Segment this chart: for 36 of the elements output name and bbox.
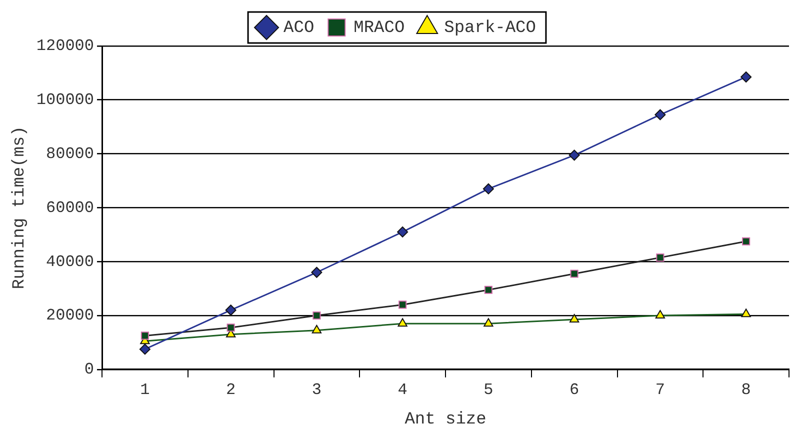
point	[742, 237, 750, 246]
x-tick-label: 3	[312, 381, 322, 400]
point	[654, 109, 666, 120]
x-tick-label: 1	[140, 381, 150, 400]
x-tick-label: 6	[570, 381, 580, 400]
point	[656, 254, 664, 262]
y-tick-label: 60000	[46, 198, 94, 217]
point	[484, 286, 492, 294]
y-axis-title: Running time(ms)	[10, 126, 30, 290]
y-tick-label: 0	[84, 360, 94, 379]
x-tick-label: 5	[484, 381, 494, 400]
point	[568, 150, 580, 161]
y-tick-label: 40000	[46, 252, 94, 271]
point	[312, 311, 321, 320]
point	[139, 344, 150, 355]
legend-label: MRACO	[354, 19, 405, 38]
point	[225, 304, 236, 316]
point	[740, 71, 752, 82]
x-tick-label: 7	[655, 381, 665, 400]
x-tick-label: 4	[398, 381, 408, 400]
point	[226, 324, 235, 332]
y-tick-label: 100000	[36, 91, 94, 110]
x-tick-label: 2	[226, 381, 236, 400]
x-axis-title: Ant size	[404, 410, 486, 430]
point	[397, 226, 408, 238]
y-tick-label: 120000	[36, 37, 94, 56]
y-tick-label: 20000	[46, 306, 94, 325]
legend-label: Spark-ACO	[444, 19, 536, 38]
x-tick-label: 8	[741, 381, 751, 400]
legend-label: ACO	[284, 19, 314, 38]
point	[482, 183, 494, 194]
y-tick-label: 80000	[46, 145, 94, 164]
point	[311, 266, 322, 278]
point	[570, 270, 578, 278]
point	[140, 332, 149, 340]
point	[398, 300, 407, 309]
